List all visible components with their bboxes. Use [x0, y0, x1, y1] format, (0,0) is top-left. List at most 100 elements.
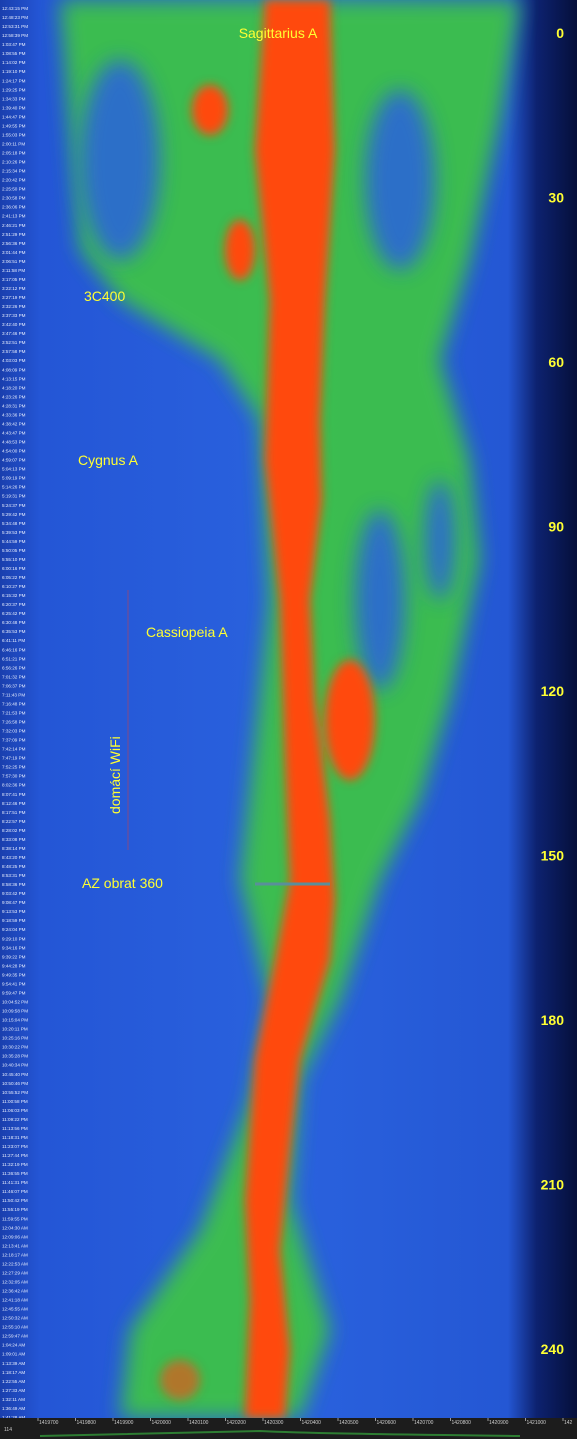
time-label: 6:56:26 PM	[2, 665, 26, 670]
time-label: 2:25:50 PM	[2, 187, 26, 192]
time-label: 10:09:58 PM	[2, 1009, 28, 1014]
time-label: 6:35:53 PM	[2, 629, 26, 634]
time-label: 5:55:10 PM	[2, 557, 26, 562]
time-label: 8:43:20 PM	[2, 855, 26, 860]
time-label: 8:12:46 PM	[2, 801, 26, 806]
annotation: Cassiopeia A	[146, 624, 228, 640]
time-label: 11:27:44 PM	[2, 1153, 28, 1158]
time-label: 3:17:05 PM	[2, 277, 26, 282]
time-label: 8:38:14 PM	[2, 846, 26, 851]
scale-label: 210	[541, 1177, 565, 1193]
time-label: 7:42:14 PM	[2, 747, 26, 752]
time-label: 6:46:16 PM	[2, 647, 26, 652]
time-label: 11:06:03 PM	[2, 1108, 28, 1113]
frequency-axis: 1419700 1419800 1419900 1420000 1420100 14202…	[37, 1418, 573, 1426]
time-label: 1:24:17 PM	[2, 78, 26, 83]
time-label: 9:54:41 PM	[2, 981, 26, 986]
time-label: 3:11:58 PM	[2, 268, 25, 273]
spectrum-line	[39, 1429, 521, 1437]
time-label: 1:55:03 PM	[2, 132, 26, 137]
time-label: 12:58:39 PM	[2, 33, 28, 38]
time-label: 6:51:21 PM	[2, 656, 26, 661]
time-label: 4:33:36 PM	[2, 412, 26, 417]
time-label: 4:48:53 PM	[2, 440, 26, 445]
time-label: 1:49:55 PM	[2, 123, 26, 128]
time-label: 1:19:10 PM	[2, 69, 26, 74]
time-label: 1:41:28 AM	[2, 1415, 25, 1420]
time-label: 2:56:36 PM	[2, 241, 26, 246]
time-label: 6:25:42 PM	[2, 611, 26, 616]
time-label: 1:32:11 AM	[2, 1397, 25, 1402]
time-label: 2:15:34 PM	[2, 169, 26, 174]
time-label: 8:28:02 PM	[2, 828, 26, 833]
time-label: 1:13:39 AM	[2, 1361, 25, 1366]
time-label: 12:22:53 AM	[2, 1261, 28, 1266]
time-label: 5:50:05 PM	[2, 548, 26, 553]
time-label: 3:06:51 PM	[2, 259, 26, 264]
time-label: 2:10:26 PM	[2, 160, 26, 165]
freq-label: 1420600	[377, 1420, 397, 1426]
time-label: 10:40:34 PM	[2, 1063, 28, 1068]
time-label: 6:05:22 PM	[2, 575, 26, 580]
time-label: 1:14:02 PM	[2, 60, 26, 65]
time-label: 7:01:32 PM	[2, 674, 26, 679]
time-label: 4:38:42 PM	[2, 421, 26, 426]
time-label: 10:25:16 PM	[2, 1036, 28, 1041]
time-label: 5:34:48 PM	[2, 521, 26, 526]
time-label: 3:57:58 PM	[2, 349, 26, 354]
time-label: 7:16:48 PM	[2, 701, 26, 706]
freq-label: 1421000	[527, 1420, 547, 1426]
time-label: 6:30:48 PM	[2, 620, 26, 625]
time-label: 1:36:49 AM	[2, 1406, 25, 1411]
time-label: 8:02:36 PM	[2, 783, 26, 788]
time-label: 7:11:43 PM	[2, 692, 25, 697]
time-label: 5:04:13 PM	[2, 467, 26, 472]
time-label: 10:35:28 PM	[2, 1054, 28, 1059]
time-label: 3:42:40 PM	[2, 322, 26, 327]
time-label: 4:23:26 PM	[2, 394, 26, 399]
time-label: 11:46:07 PM	[2, 1189, 28, 1194]
scale-label: 0	[556, 25, 564, 41]
time-label: 7:32:03 PM	[2, 729, 26, 734]
time-label: 4:54:00 PM	[2, 449, 26, 454]
time-label: 1:22:55 AM	[2, 1379, 25, 1384]
time-label: 6:41:11 PM	[2, 638, 25, 643]
time-label: 11:13:56 PM	[2, 1126, 28, 1131]
time-label: 9:18:59 PM	[2, 918, 26, 923]
time-label: 3:01:44 PM	[2, 250, 26, 255]
time-label: 6:10:27 PM	[2, 584, 26, 589]
level-label: 114	[4, 1427, 12, 1433]
time-label: 9:13:53 PM	[2, 909, 26, 914]
time-label: 7:21:53 PM	[2, 710, 26, 715]
annotation: Sagittarius A	[239, 25, 318, 41]
freq-label: 1419800	[77, 1420, 97, 1426]
time-label: 9:59:47 PM	[2, 990, 26, 995]
time-label: 10:50:46 PM	[2, 1081, 28, 1086]
time-label: 9:24:04 PM	[2, 927, 26, 932]
freq-label: 1420700	[414, 1420, 434, 1426]
time-label: 12:09:06 AM	[2, 1234, 28, 1239]
time-label: 3:22:12 PM	[2, 286, 26, 291]
time-label: 11:09:22 PM	[2, 1117, 28, 1122]
freq-label: 1420300	[264, 1420, 284, 1426]
time-label: 2:36:06 PM	[2, 205, 26, 210]
time-label: 8:58:36 PM	[2, 882, 26, 887]
scale-label: 180	[541, 1012, 565, 1028]
time-label: 4:28:31 PM	[2, 403, 26, 408]
time-label: 2:30:58 PM	[2, 196, 26, 201]
time-label: 3:52:51 PM	[2, 340, 26, 345]
time-label: 11:50:42 PM	[2, 1198, 28, 1203]
time-label: 8:53:31 PM	[2, 873, 26, 878]
time-label: 2:00:11 PM	[2, 141, 25, 146]
time-label: 9:29:10 PM	[2, 936, 26, 941]
time-label: 12:27:29 AM	[2, 1270, 28, 1275]
time-label: 9:44:28 PM	[2, 963, 26, 968]
time-label: 12:04:30 AM	[2, 1225, 28, 1230]
annotation: Cygnus A	[78, 452, 139, 468]
time-label: 5:19:31 PM	[2, 494, 26, 499]
time-label: 5:29:42 PM	[2, 512, 26, 517]
time-label: 1:03:47 PM	[2, 42, 26, 47]
time-label: 3:32:26 PM	[2, 304, 26, 309]
time-label: 8:48:25 PM	[2, 864, 26, 869]
